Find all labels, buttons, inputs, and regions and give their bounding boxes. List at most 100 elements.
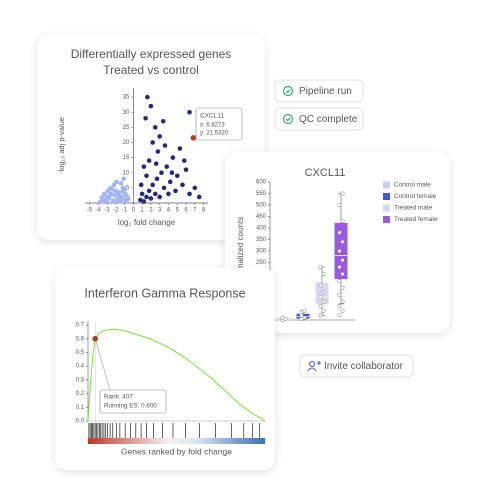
- y-tick-label: 0.6: [76, 336, 85, 342]
- x-tick-label: -4: [96, 208, 102, 214]
- y-tick-label: 30: [123, 110, 130, 116]
- point: [187, 191, 192, 197]
- point: [146, 188, 152, 194]
- point: [152, 125, 158, 130]
- rank-gradient: [88, 438, 265, 444]
- button[interactable]: Pipeline run: [274, 79, 364, 103]
- x-tick-label: 6: [184, 208, 188, 214]
- button[interactable]: Invite collaborator: [299, 354, 414, 378]
- point: [153, 161, 159, 166]
- tooltip-line: Rank: 407: [104, 394, 133, 401]
- point: [340, 308, 345, 313]
- chart-title: Interferon Gamma Response: [84, 286, 245, 300]
- point: [318, 294, 323, 300]
- x-tick-label: 2: [149, 208, 153, 214]
- y-axis-label: -log₁₀ adj p-value: [57, 117, 66, 174]
- point: [99, 195, 104, 200]
- y-tick-label: 0.7: [76, 323, 85, 329]
- y-tick-label: 0.5: [76, 350, 85, 356]
- marker-point: [92, 335, 99, 342]
- point: [170, 155, 176, 160]
- point: [148, 103, 154, 109]
- y-tick-label: 0.2: [76, 391, 85, 397]
- point: [302, 308, 307, 313]
- button[interactable]: QC complete: [274, 107, 364, 131]
- y-tick-label: 350: [256, 237, 267, 243]
- point: [144, 194, 149, 200]
- legend-swatch: [383, 204, 390, 212]
- point: [105, 188, 111, 194]
- point: [337, 230, 342, 235]
- y-tick-label: 0.0: [76, 419, 85, 425]
- point: [111, 182, 117, 188]
- point: [321, 308, 326, 313]
- point: [141, 164, 147, 169]
- tooltip: [195, 107, 243, 141]
- point: [162, 143, 168, 148]
- x-tick-label: -2: [113, 208, 119, 214]
- y-tick-label: 25: [123, 125, 130, 131]
- card: [37, 35, 265, 240]
- point: [159, 170, 164, 176]
- button-box[interactable]: [299, 354, 414, 378]
- y-tick-label: 35: [123, 95, 130, 101]
- point: [340, 299, 345, 304]
- point: [337, 265, 342, 270]
- check-icon: [282, 85, 294, 97]
- point: [146, 158, 152, 163]
- point: [321, 299, 326, 304]
- point: [138, 182, 144, 188]
- point: [143, 115, 148, 121]
- point: [337, 202, 342, 208]
- y-tick-label: 15: [123, 155, 130, 161]
- x-tick-label: 0: [132, 208, 136, 214]
- point: [337, 304, 342, 309]
- point: [141, 199, 147, 204]
- point: [113, 188, 119, 194]
- chart-title: Differentially expressed genes: [71, 47, 232, 61]
- x-tick-label: 4: [167, 208, 171, 214]
- x-tick-label: 5: [176, 208, 180, 214]
- y-tick-label: 600: [256, 180, 267, 186]
- point: [113, 199, 119, 205]
- point: [161, 185, 167, 191]
- y-tick-label: 450: [256, 214, 267, 220]
- point: [109, 187, 115, 192]
- point: [340, 191, 345, 196]
- point: [318, 265, 323, 270]
- tooltip-line: y: 21.5320: [200, 131, 229, 137]
- x-tick-label: 1: [140, 208, 144, 214]
- y-tick-label: 10: [123, 170, 130, 176]
- button-box[interactable]: [274, 107, 364, 131]
- point: [152, 191, 158, 197]
- point: [321, 271, 326, 277]
- y-tick-label: 0.3: [76, 377, 85, 383]
- point: [125, 196, 131, 202]
- tooltip-title: CXCL11: [200, 113, 224, 120]
- x-axis-label: log₂ fold change: [118, 218, 176, 227]
- point: [318, 304, 323, 309]
- point: [121, 176, 126, 182]
- point: [117, 198, 123, 204]
- legend-swatch: [383, 193, 390, 200]
- point: [112, 193, 118, 198]
- point: [97, 199, 103, 205]
- y-tick-label: 500: [256, 203, 267, 209]
- point: [164, 164, 170, 169]
- button-label: Pipeline run: [299, 86, 352, 97]
- point: [337, 278, 342, 283]
- legend-label: Treated male: [394, 205, 432, 212]
- tooltip-line: Running ES: 0.600: [104, 403, 157, 410]
- point: [118, 181, 124, 186]
- legend-swatch: [383, 216, 390, 223]
- button-box[interactable]: [274, 79, 364, 103]
- point: [299, 313, 304, 318]
- x-tick-label: 7: [193, 208, 197, 214]
- point: [167, 179, 173, 185]
- point: [138, 197, 143, 203]
- y-tick-label: 400: [256, 226, 267, 232]
- point: [340, 239, 345, 244]
- point: [183, 167, 189, 173]
- point: [145, 94, 150, 100]
- y-tick-label: 0.1: [76, 405, 85, 411]
